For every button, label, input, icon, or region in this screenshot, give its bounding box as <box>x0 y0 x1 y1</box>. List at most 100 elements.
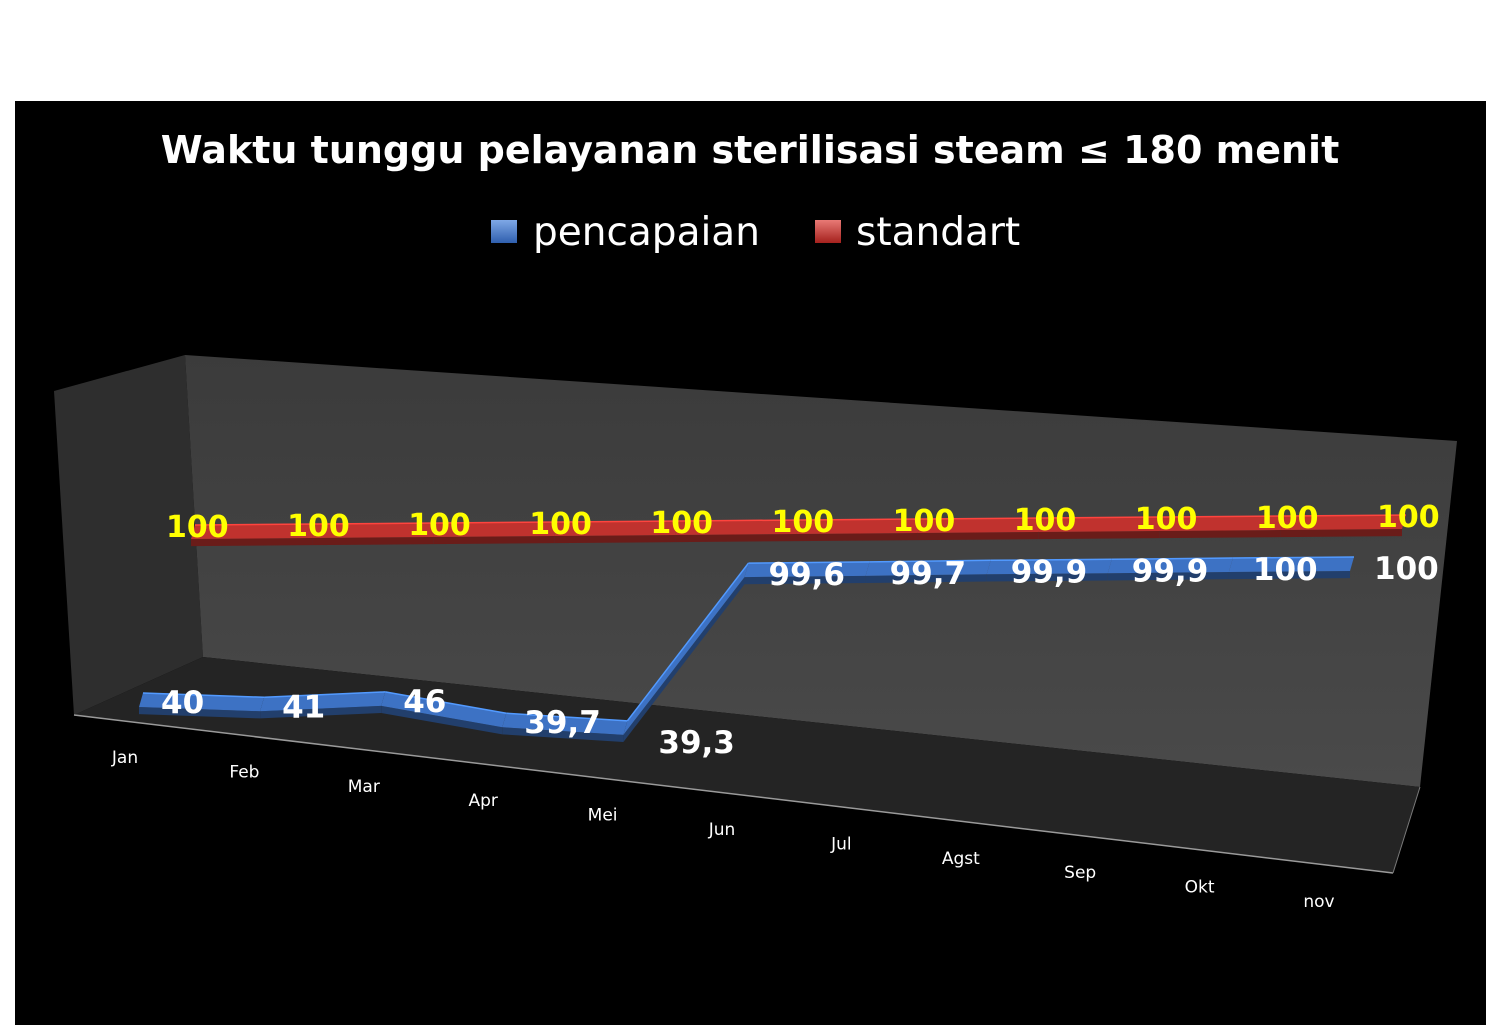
pencapaian-ribbon-highlight-1 <box>264 691 386 699</box>
standart-ribbon-segment-7 <box>1038 517 1164 532</box>
legend-swatch-standart <box>815 220 841 243</box>
pencapaian-ribbon-side-0 <box>139 707 261 719</box>
x-tick-label-7: Agst <box>942 849 980 869</box>
data-label-pencapaian-10: 100 <box>1374 551 1439 587</box>
x-tick-label-3: Apr <box>468 791 497 811</box>
data-label-standart-9: 100 <box>1256 501 1319 536</box>
pencapaian-ribbon-side-8 <box>1107 572 1229 581</box>
pencapaian-ribbon-side-3 <box>502 727 624 742</box>
data-label-pencapaian-2: 46 <box>403 684 446 720</box>
pencapaian-ribbon-segment-7 <box>986 559 1112 575</box>
series-standart-line <box>191 514 1407 547</box>
standart-ribbon-side-8 <box>1159 530 1281 539</box>
pencapaian-ribbon-segment-6 <box>865 560 991 576</box>
x-tick-label-10: nov <box>1303 892 1334 912</box>
standart-ribbon-highlight-7 <box>1042 516 1164 519</box>
pencapaian-ribbon-highlight-5 <box>748 561 870 564</box>
chart-title: Waktu tunggu pelayanan sterilisasi steam… <box>161 128 1340 172</box>
standart-ribbon-highlight-2 <box>437 521 559 524</box>
standart-ribbon-side-9 <box>1280 529 1402 538</box>
pencapaian-ribbon-highlight-3 <box>506 712 628 722</box>
floor-right-edge <box>1392 786 1421 874</box>
data-label-pencapaian-5: 99,6 <box>769 557 846 593</box>
standart-ribbon-segment-4 <box>675 520 801 535</box>
standart-ribbon-highlight-9 <box>1284 514 1407 517</box>
data-label-pencapaian-7: 99,9 <box>1011 554 1087 590</box>
pencapaian-ribbon-side-7 <box>986 573 1108 582</box>
series-pencapaian-line <box>139 556 1355 742</box>
data-label-standart-5: 100 <box>772 505 835 540</box>
standart-ribbon-highlight-1 <box>316 522 438 525</box>
legend-label-pencapaian: pencapaian <box>533 210 760 255</box>
pencapaian-ribbon-segment-8 <box>1107 558 1233 574</box>
data-label-pencapaian-4: 39,3 <box>658 725 735 761</box>
standart-ribbon-segment-0 <box>191 524 317 539</box>
x-tick-label-2: Mar <box>348 777 380 797</box>
pencapaian-ribbon-side-9 <box>1228 571 1350 580</box>
data-label-pencapaian-6: 99,7 <box>890 556 967 592</box>
standart-ribbon-highlight-4 <box>679 519 801 522</box>
series-standart-labels: 100 100 100 100 100 100 100 100 100 100 100 <box>166 500 1440 545</box>
pencapaian-ribbon-segment-5 <box>744 561 870 578</box>
standart-ribbon-segment-3 <box>554 521 680 536</box>
pencapaian-ribbon-side-5 <box>744 575 866 585</box>
x-tick-label-6: Jul <box>830 834 852 854</box>
standart-ribbon-segment-9 <box>1280 515 1406 530</box>
data-label-standart-8: 100 <box>1135 502 1198 537</box>
standart-ribbon-highlight-0 <box>194 523 317 526</box>
pencapaian-ribbon-side-4 <box>623 577 745 742</box>
data-label-pencapaian-0: 40 <box>161 685 204 721</box>
standart-ribbon-highlight-6 <box>921 517 1043 520</box>
standart-ribbon-side-2 <box>433 536 555 545</box>
chart-panel: 100 100 100 100 100 100 100 100 100 100 100 40 41 46… <box>15 101 1486 1025</box>
data-label-standart-10: 100 <box>1377 500 1440 535</box>
data-label-standart-4: 100 <box>650 506 713 541</box>
pencapaian-ribbon-highlight-8 <box>1111 557 1233 561</box>
pencapaian-ribbon-segment-0 <box>139 693 265 712</box>
pencapaian-ribbon-highlight-9 <box>1232 556 1355 559</box>
standart-ribbon-side-1 <box>312 537 434 546</box>
x-tick-label-1: Feb <box>229 762 259 782</box>
x-tick-label-0: Jan <box>111 748 138 768</box>
data-label-pencapaian-9: 100 <box>1253 552 1318 588</box>
x-tick-label-5: Jun <box>708 820 736 840</box>
pencapaian-ribbon-highlight-0 <box>142 692 265 699</box>
pencapaian-ribbon-highlight-2 <box>385 691 507 714</box>
data-label-standart-1: 100 <box>287 509 350 544</box>
standart-ribbon-side-3 <box>554 535 676 544</box>
pencapaian-ribbon-highlight-4 <box>626 562 750 722</box>
data-label-standart-0: 100 <box>166 510 229 545</box>
standart-ribbon-segment-6 <box>917 518 1043 533</box>
standart-ribbon-side-7 <box>1038 531 1160 540</box>
pencapaian-ribbon-highlight-7 <box>990 558 1112 562</box>
pencapaian-ribbon-side-2 <box>381 705 503 735</box>
pencapaian-ribbon-segment-3 <box>502 713 628 735</box>
standart-ribbon-segment-5 <box>796 519 922 534</box>
standart-ribbon-highlight-3 <box>558 520 680 523</box>
pencapaian-ribbon-segment-9 <box>1228 557 1354 572</box>
data-label-standart-6: 100 <box>893 504 956 539</box>
standart-ribbon-highlight-8 <box>1163 515 1285 518</box>
x-tick-label-4: Mei <box>588 806 618 826</box>
legend-swatch-pencapaian <box>491 220 517 243</box>
pencapaian-ribbon-highlight-6 <box>869 559 991 563</box>
x-axis-ticks: Jan Feb Mar Apr Mei Jun Jul Agst Sep Okt nov <box>111 748 1335 912</box>
standart-ribbon-side-0 <box>191 538 313 547</box>
standart-ribbon-segment-2 <box>433 522 559 537</box>
standart-ribbon-side-6 <box>917 532 1039 541</box>
legend-label-standart: standart <box>856 210 1020 255</box>
chart-svg: 100 100 100 100 100 100 100 100 100 100 100 40 41 46… <box>54 128 1457 912</box>
data-label-standart-7: 100 <box>1014 503 1077 538</box>
standart-ribbon-segment-8 <box>1159 516 1285 531</box>
standart-ribbon-side-5 <box>796 533 918 542</box>
side-wall <box>54 355 203 715</box>
pencapaian-ribbon-segment-2 <box>381 691 507 728</box>
data-label-pencapaian-1: 41 <box>282 689 325 725</box>
pencapaian-ribbon-segment-4 <box>623 563 749 735</box>
data-label-pencapaian-3: 39,7 <box>524 705 601 741</box>
series-pencapaian-labels: 40 41 46 39,7 39,3 99,6 99,7 99,9 99,9 100 100 <box>161 551 1439 761</box>
x-tick-label-8: Sep <box>1064 863 1096 883</box>
data-label-standart-2: 100 <box>408 508 471 543</box>
x-tick-label-9: Okt <box>1185 878 1215 898</box>
data-label-pencapaian-8: 99,9 <box>1132 553 1209 589</box>
